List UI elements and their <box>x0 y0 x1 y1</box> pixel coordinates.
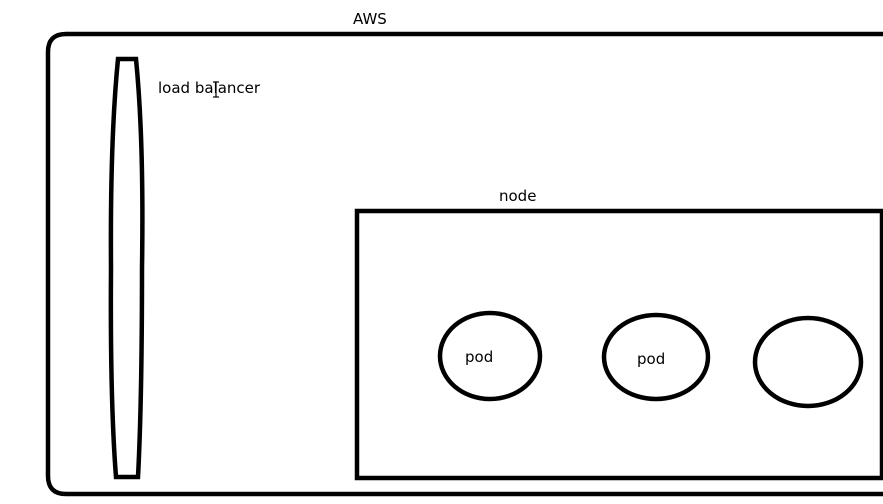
aws-label: AWS <box>353 10 387 28</box>
pod-2-label: pod <box>637 350 665 368</box>
pod-2-ellipse <box>601 312 711 402</box>
node-box <box>354 208 883 481</box>
pod-1: pod <box>437 310 543 402</box>
pod-1-label: pod <box>465 348 493 366</box>
load-balancer-label: load balancer <box>158 79 261 97</box>
load-balancer-shape <box>108 56 145 480</box>
text-cursor-icon <box>213 81 219 98</box>
pod-3-ellipse <box>752 315 864 409</box>
pod-1-ellipse <box>437 310 543 402</box>
pod-2: pod <box>601 312 711 402</box>
aws-boundary <box>45 31 883 497</box>
node-label: node <box>499 187 536 205</box>
pod-3 <box>752 315 864 409</box>
